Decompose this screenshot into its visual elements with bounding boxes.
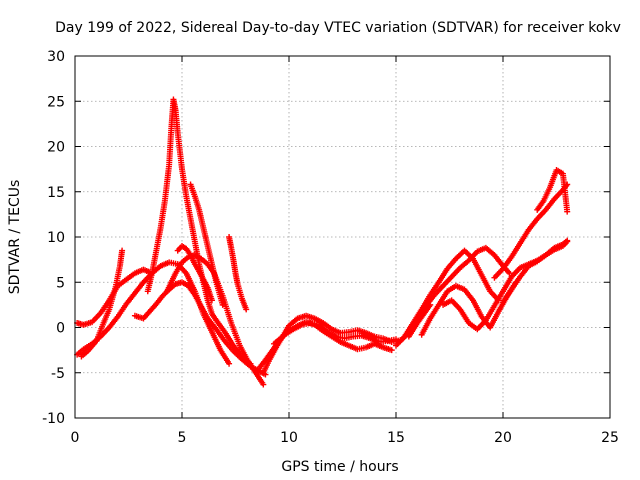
data-point [260, 381, 267, 388]
data-point [219, 301, 226, 308]
series-track-f [174, 243, 215, 304]
data-point [119, 247, 126, 254]
data-point [243, 306, 250, 313]
y-tick-label: -5 [51, 366, 65, 382]
data-points [74, 96, 571, 388]
series-track-c [78, 247, 126, 360]
data-point [208, 297, 215, 304]
y-tick-label: 30 [47, 49, 65, 65]
y-tick-label: 10 [47, 230, 65, 246]
grid [75, 56, 610, 418]
axis-ticks: 0 5 10 15 20 25 -10 -5 0 5 10 15 20 25 30 [42, 49, 619, 446]
y-axis-label: SDTVAR / TECUs [7, 180, 23, 295]
series-track-r [491, 181, 571, 281]
series-track-l [271, 319, 395, 354]
y-tick-label: 5 [56, 275, 65, 291]
series-track-s [500, 237, 571, 306]
series-track-d [131, 279, 269, 378]
data-point [388, 347, 395, 354]
x-tick-label: 15 [387, 430, 405, 446]
y-tick-label: 0 [56, 321, 65, 337]
y-tick-label: 20 [47, 140, 65, 156]
data-point [564, 237, 571, 244]
series-track-o [405, 301, 434, 340]
series-track-h [187, 181, 226, 308]
series-track-t [534, 167, 571, 215]
x-tick-label: 5 [178, 430, 187, 446]
data-point [427, 301, 434, 308]
chart-title: Day 199 of 2022, Sidereal Day-to-day VTE… [55, 20, 621, 36]
y-tick-label: -10 [42, 411, 65, 427]
y-tick-label: 25 [47, 94, 65, 110]
y-tick-label: 15 [47, 185, 65, 201]
series-track-i [226, 234, 250, 313]
data-point [564, 208, 571, 215]
x-tick-label: 0 [71, 430, 80, 446]
series-track-e [144, 96, 254, 367]
x-tick-label: 25 [601, 430, 619, 446]
x-axis-label: GPS time / hours [281, 459, 398, 475]
x-tick-label: 10 [280, 430, 298, 446]
data-point [226, 360, 233, 367]
x-tick-label: 20 [494, 430, 512, 446]
